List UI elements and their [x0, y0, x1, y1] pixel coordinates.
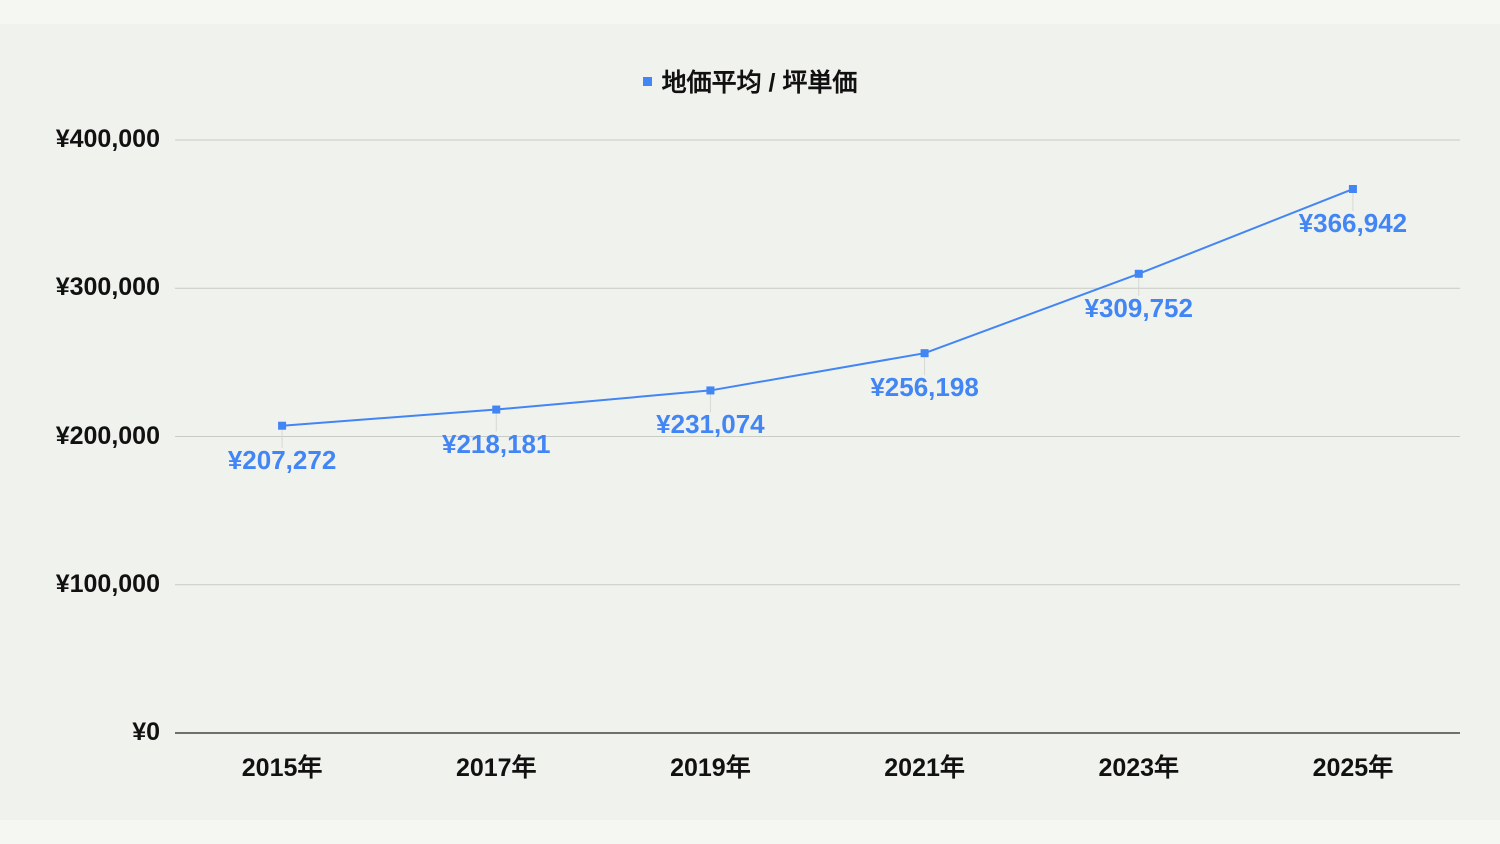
y-tick-label: ¥300,000 [55, 273, 160, 302]
data-label: ¥256,198 [870, 372, 979, 403]
data-point-marker [278, 421, 287, 430]
legend-label: 地価平均 / 坪単価 [661, 69, 858, 97]
data-point-marker [1348, 185, 1357, 194]
legend-square-icon [642, 76, 652, 86]
data-label: ¥366,942 [1298, 208, 1408, 238]
y-tick-label: ¥400,000 [55, 125, 160, 153]
y-tick-label: ¥0 [132, 718, 160, 746]
y-tick-label: ¥100,000 [55, 569, 160, 598]
y-tick-label: ¥200,000 [55, 421, 160, 450]
x-tick-label: 2015年 [241, 754, 323, 782]
x-tick-label: 2025年 [1312, 754, 1394, 782]
data-label: ¥218,181 [442, 428, 551, 459]
data-point-marker [1134, 269, 1143, 278]
data-point-marker [492, 405, 501, 414]
x-tick-label: 2019年 [670, 754, 751, 782]
series-line [282, 188, 1354, 427]
x-tick-label: 2021年 [884, 754, 965, 782]
data-label: ¥309,752 [1084, 292, 1193, 323]
chart-panel [0, 24, 1500, 820]
x-tick-label: 2017年 [455, 754, 537, 782]
data-label: ¥231,074 [656, 409, 765, 440]
data-point-marker [920, 349, 929, 358]
x-tick-label: 2023年 [1098, 754, 1180, 782]
data-point-marker [706, 386, 715, 395]
legend: 地価平均 / 坪単価 [0, 63, 1500, 99]
data-label: ¥207,272 [227, 444, 337, 475]
